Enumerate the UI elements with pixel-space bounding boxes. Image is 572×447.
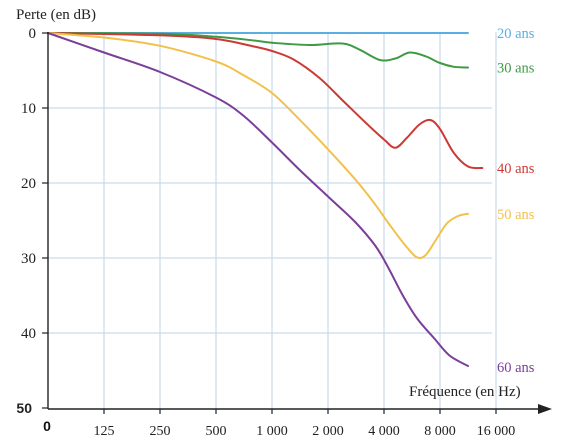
x-axis-arrow-icon (538, 404, 552, 414)
series-label: 30 ans (497, 61, 535, 77)
x-tick-label: 250 (150, 424, 171, 439)
x-axis-label: Fréquence (en Hz) (409, 384, 521, 400)
y-tick-label: 0 (29, 26, 37, 42)
x-tick-label: 16 000 (477, 424, 516, 439)
series-label: 40 ans (497, 161, 535, 177)
x-tick-label: 2 000 (312, 424, 344, 439)
x-tick-label: 1 000 (256, 424, 288, 439)
y-tick-label: 10 (21, 101, 36, 117)
series-line-4 (47, 32, 469, 367)
x-tick-label: 500 (206, 424, 227, 439)
series-line-3 (47, 32, 469, 260)
series-label: 20 ans (497, 26, 535, 42)
y-tick-label: 20 (21, 176, 36, 192)
x-tick-label: 8 000 (424, 424, 456, 439)
y-tick-label: 50 (16, 400, 32, 416)
origin-label: 0 (43, 418, 51, 434)
x-tick-label: 125 (94, 424, 115, 439)
chart-series (47, 31, 484, 367)
series-line-2 (47, 32, 484, 170)
series-label: 60 ans (497, 360, 535, 376)
series-line-1 (47, 32, 469, 69)
y-tick-label: 40 (21, 326, 36, 342)
x-tick-label: 4 000 (368, 424, 400, 439)
chart-ticks: 125 250 500 1 000 2 000 4 000 8 000 16 00001020… (16, 26, 515, 439)
series-labels: 20 ans 30 ans 40 ans 50 ans 60 ans (497, 26, 535, 376)
y-tick-label: 30 (21, 251, 36, 267)
y-axis-label: Perte (en dB) (16, 7, 96, 23)
chart-axes (47, 32, 552, 414)
chart-grid (48, 32, 497, 409)
series-label: 50 ans (497, 207, 535, 223)
